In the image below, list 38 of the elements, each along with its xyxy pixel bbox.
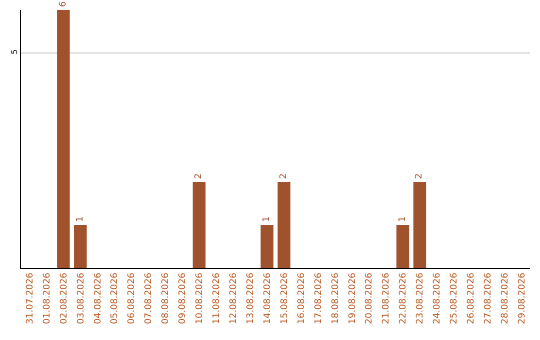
x-tick-label: 09.08.2026 bbox=[178, 272, 188, 324]
data-label: 1 bbox=[75, 216, 86, 222]
x-tick-label: 24.08.2026 bbox=[432, 272, 443, 324]
x-tick-label: 29.08.2026 bbox=[517, 272, 528, 324]
x-tick-label: 23.08.2026 bbox=[416, 272, 426, 324]
y-tick-label: 5 bbox=[10, 49, 19, 54]
data-label: 2 bbox=[194, 173, 204, 179]
x-tick-label: 05.08.2026 bbox=[110, 272, 120, 324]
x-tick-label: 19.08.2026 bbox=[348, 272, 358, 324]
x-tick-label: 28.08.2026 bbox=[500, 272, 510, 324]
x-tick-label: 01.08.2026 bbox=[42, 272, 52, 324]
x-tick-label: 13.08.2026 bbox=[246, 272, 256, 324]
x-tick-label: 25.08.2026 bbox=[450, 272, 460, 324]
x-tick-label: 18.08.2026 bbox=[330, 272, 341, 324]
data-label: 6 bbox=[58, 1, 68, 7]
x-tick-label: 04.08.2026 bbox=[93, 272, 104, 324]
x-tick-label: 11.08.2026 bbox=[212, 272, 222, 324]
x-tick-label: 26.08.2026 bbox=[466, 272, 477, 324]
x-tick-label: 06.08.2026 bbox=[127, 272, 138, 324]
data-label: 2 bbox=[278, 173, 289, 179]
x-tick-label: 21.08.2026 bbox=[382, 272, 392, 324]
x-tick-label: 14.08.2026 bbox=[262, 272, 273, 324]
x-tick-label: 17.08.2026 bbox=[314, 272, 324, 324]
x-tick-label: 27.08.2026 bbox=[484, 272, 494, 324]
x-tick-label: 08.08.2026 bbox=[161, 272, 172, 324]
x-tick-label: 12.08.2026 bbox=[229, 272, 240, 324]
data-label: 2 bbox=[414, 173, 425, 179]
x-tick-label: 07.08.2026 bbox=[144, 272, 154, 324]
data-label: 1 bbox=[398, 216, 408, 222]
x-tick-label: 10.08.2026 bbox=[195, 272, 206, 324]
x-tick-label: 02.08.2026 bbox=[59, 272, 70, 324]
data-label: 1 bbox=[262, 216, 272, 222]
x-tick-label: 22.08.2026 bbox=[398, 272, 409, 324]
x-tick-label: 15.08.2026 bbox=[280, 272, 290, 324]
x-tick-label: 03.08.2026 bbox=[76, 272, 86, 324]
x-tick-label: 31.07.2026 bbox=[25, 272, 36, 324]
x-tick-label: 20.08.2026 bbox=[364, 272, 375, 324]
x-tick-label: 16.08.2026 bbox=[296, 272, 307, 324]
